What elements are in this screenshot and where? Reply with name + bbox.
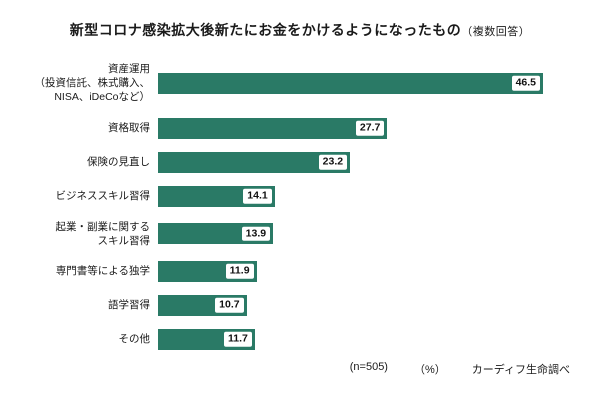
bar-track: 27.7 [158,117,572,139]
category-label: 起業・副業に関する スキル習得 [55,220,151,247]
category-label: 語学習得 [108,299,150,312]
bar: 27.7 [158,117,388,139]
value-label: 14.1 [243,188,272,204]
category-label: ビジネススキル習得 [55,189,151,202]
value-label: 27.7 [355,120,385,136]
value-label: 23.2 [318,154,348,170]
bar-track: 10.7 [158,294,572,316]
bar-track: 46.5 [158,72,572,94]
bar: 46.5 [158,72,544,94]
value-label: 13.9 [241,226,271,241]
value-label: 11.7 [224,332,252,347]
bar-track: 11.9 [158,260,572,282]
bar-row: 専門書等による独学 11.9 [10,260,572,282]
bar: 14.1 [158,185,275,207]
bar: 23.2 [158,151,351,173]
bar-chart: 資産運用 （投資信託、株式購入、 NISA、iDeCoなど） 46.5 資格取得 27… [0,62,600,350]
chart-footer: (n=505) （%） カーディフ生命調べ [350,361,570,377]
bar-row: 保険の見直し 23.2 [10,151,572,173]
bar-row: 資産運用 （投資信託、株式購入、 NISA、iDeCoなど） 46.5 [10,62,572,105]
category-label: 資格取得 [108,121,150,134]
bar-row: ビジネススキル習得 14.1 [10,185,572,207]
bar-track: 11.7 [158,328,572,350]
bar-track: 23.2 [158,151,572,173]
chart-title-suffix: （複数回答） [461,26,531,38]
value-label: 11.9 [225,264,254,279]
bar-row: その他 11.7 [10,328,572,350]
unit-label: （%） [413,364,446,376]
chart-title-text: 新型コロナ感染拡大後新たにお金をかけるようになったもの [69,22,462,38]
value-label: 10.7 [215,298,244,313]
bar-row: 語学習得 10.7 [10,294,572,316]
bar: 13.9 [158,223,274,245]
category-label: 資産運用 （投資信託、株式購入、 NISA、iDeCoなど） [34,63,151,104]
chart-title: 新型コロナ感染拡大後新たにお金をかけるようになったもの（複数回答） [0,0,600,40]
bar: 11.9 [158,260,257,282]
source-label: カーディフ生命調べ [471,364,570,376]
bar-track: 14.1 [158,185,572,207]
sample-size-label: (n=505) [349,361,388,373]
bar-row: 資格取得 27.7 [10,117,572,139]
bar-rows: 資産運用 （投資信託、株式購入、 NISA、iDeCoなど） 46.5 資格取得 27… [10,62,572,350]
category-label: その他 [118,333,151,346]
value-label: 46.5 [511,75,541,91]
category-label: 保険の見直し [87,155,150,168]
category-label: 専門書等による独学 [55,265,150,278]
bar: 10.7 [158,294,247,316]
bar-track: 13.9 [158,223,572,245]
bar: 11.7 [158,328,255,350]
bar-row: 起業・副業に関する スキル習得 13.9 [10,220,572,248]
